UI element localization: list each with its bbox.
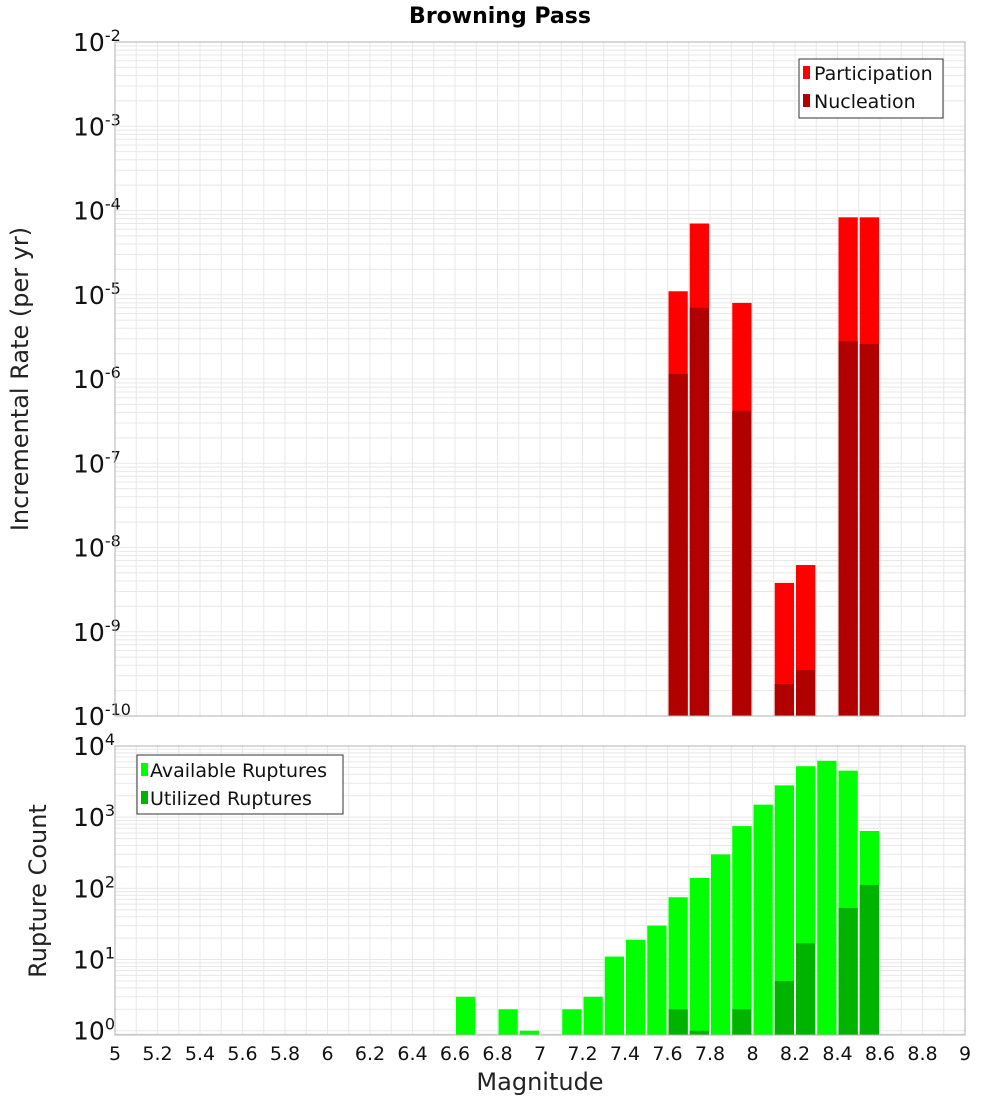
x-tick-label: 8.2 <box>780 1043 810 1065</box>
utilized-ruptures-bar <box>838 907 858 1035</box>
bottom-y-tick-label: 101 <box>73 944 115 975</box>
bottom-legend: Available Ruptures Utilized Ruptures <box>136 754 344 815</box>
bottom-legend-box <box>136 754 344 815</box>
utilized-ruptures-bar <box>774 980 794 1035</box>
legend-swatch-participation <box>803 66 810 79</box>
top-legend: Participation Nucleation <box>798 58 944 119</box>
bottom-y-tick-label: 104 <box>73 730 115 761</box>
top-legend-box <box>798 58 944 119</box>
available-ruptures-bar <box>774 785 794 1035</box>
available-ruptures-bar <box>668 897 688 1035</box>
nucleation-bar <box>732 410 752 716</box>
top-y-tick-label: 10-10 <box>73 700 131 731</box>
x-axis-label: Magnitude <box>476 1068 603 1096</box>
x-tick-label: 7 <box>534 1043 546 1065</box>
x-tick-label: 8 <box>746 1043 758 1065</box>
top-y-tick-label: 10-3 <box>73 110 121 141</box>
x-tick-label: 8.6 <box>865 1043 895 1065</box>
x-tick-label: 6 <box>321 1043 333 1065</box>
top-bars <box>668 217 879 717</box>
top-plot: 10-2 10-3 10-4 10-5 10-6 10-7 10-8 10-9 10-10 In… <box>6 26 966 731</box>
x-tick-label: 6.8 <box>482 1043 512 1065</box>
utilized-ruptures-bar <box>668 1009 688 1035</box>
utilized-ruptures-bar <box>859 884 879 1035</box>
top-y-tick-label: 10-5 <box>73 279 121 310</box>
nucleation-bar <box>689 307 709 716</box>
top-y-tick-label: 10-4 <box>73 195 121 226</box>
nucleation-bar <box>859 344 879 716</box>
nucleation-bar <box>668 373 688 716</box>
bottom-y-ticks: 104 103 102 101 100 <box>73 730 115 1046</box>
available-ruptures-bar <box>753 804 773 1035</box>
top-y-axis-label: Incremental Rate (per yr) <box>6 227 34 531</box>
top-y-tick-label: 10-7 <box>73 447 121 478</box>
available-ruptures-bar <box>604 956 624 1035</box>
legend-label-participation: Participation <box>814 63 933 85</box>
x-tick-label: 5.6 <box>227 1043 257 1065</box>
available-ruptures-bar <box>456 996 476 1035</box>
x-tick-label: 6.2 <box>355 1043 385 1065</box>
nucleation-bar <box>774 683 794 716</box>
available-ruptures-bar <box>711 854 731 1035</box>
top-y-tick-label: 10-6 <box>73 363 121 394</box>
legend-label-utilized: Utilized Ruptures <box>150 788 312 810</box>
bottom-y-tick-label: 103 <box>73 801 115 832</box>
nucleation-bar <box>838 341 858 716</box>
available-ruptures-bar <box>647 925 667 1035</box>
available-ruptures-bar <box>817 760 837 1035</box>
top-y-ticks: 10-2 10-3 10-4 10-5 10-6 10-7 10-8 10-9 10-10 <box>73 26 131 731</box>
x-tick-label: 8.4 <box>822 1043 852 1065</box>
x-tick-label: 5.4 <box>185 1043 215 1065</box>
available-ruptures-bar <box>626 939 646 1035</box>
legend-swatch-utilized <box>141 791 148 804</box>
x-tick-label: 7.6 <box>652 1043 682 1065</box>
utilized-ruptures-bar <box>732 1009 752 1035</box>
top-y-tick-label: 10-2 <box>73 26 121 57</box>
nucleation-bar <box>796 670 816 716</box>
bottom-bars <box>456 760 879 1035</box>
bottom-y-tick-label: 100 <box>73 1015 115 1046</box>
legend-label-nucleation: Nucleation <box>814 91 916 113</box>
legend-swatch-available <box>141 763 148 776</box>
x-tick-label: 9 <box>959 1043 971 1065</box>
participation-bar <box>774 582 794 716</box>
x-tick-label: 5 <box>109 1043 121 1065</box>
available-ruptures-bar <box>562 1009 582 1035</box>
x-tick-label: 7.8 <box>695 1043 725 1065</box>
bottom-y-axis-label: Rupture Count <box>24 804 52 978</box>
x-tick-label: 6.4 <box>397 1043 427 1065</box>
x-tick-label: 8.8 <box>907 1043 937 1065</box>
x-tick-label: 7.2 <box>567 1043 597 1065</box>
top-y-tick-label: 10-8 <box>73 532 121 563</box>
x-tick-label: 6.6 <box>440 1043 470 1065</box>
bottom-plot: 104 103 102 101 100 5 5.2 5.4 5.6 5.8 6 6.2 6.4 6.6 6… <box>24 730 971 1096</box>
legend-label-available: Available Ruptures <box>150 760 327 782</box>
available-ruptures-bar <box>732 826 752 1035</box>
utilized-ruptures-bar <box>796 943 816 1035</box>
legend-swatch-nucleation <box>803 94 810 107</box>
top-grid <box>114 42 966 717</box>
top-y-tick-label: 10-9 <box>73 616 121 647</box>
available-ruptures-bar <box>498 1009 518 1035</box>
x-tick-label: 5.8 <box>270 1043 300 1065</box>
utilized-ruptures-bar <box>689 1030 709 1035</box>
x-ticks: 5 5.2 5.4 5.6 5.8 6 6.2 6.4 6.6 6.8 7 7.2 7.4 7.6 7.8 8… <box>109 1043 971 1065</box>
x-tick-label: 5.2 <box>142 1043 172 1065</box>
available-ruptures-bar <box>689 877 709 1035</box>
chart-title: Browning Pass <box>409 4 591 29</box>
available-ruptures-bar <box>519 1030 539 1035</box>
bottom-y-tick-label: 102 <box>73 872 115 903</box>
x-tick-label: 7.4 <box>610 1043 640 1065</box>
available-ruptures-bar <box>583 996 603 1035</box>
